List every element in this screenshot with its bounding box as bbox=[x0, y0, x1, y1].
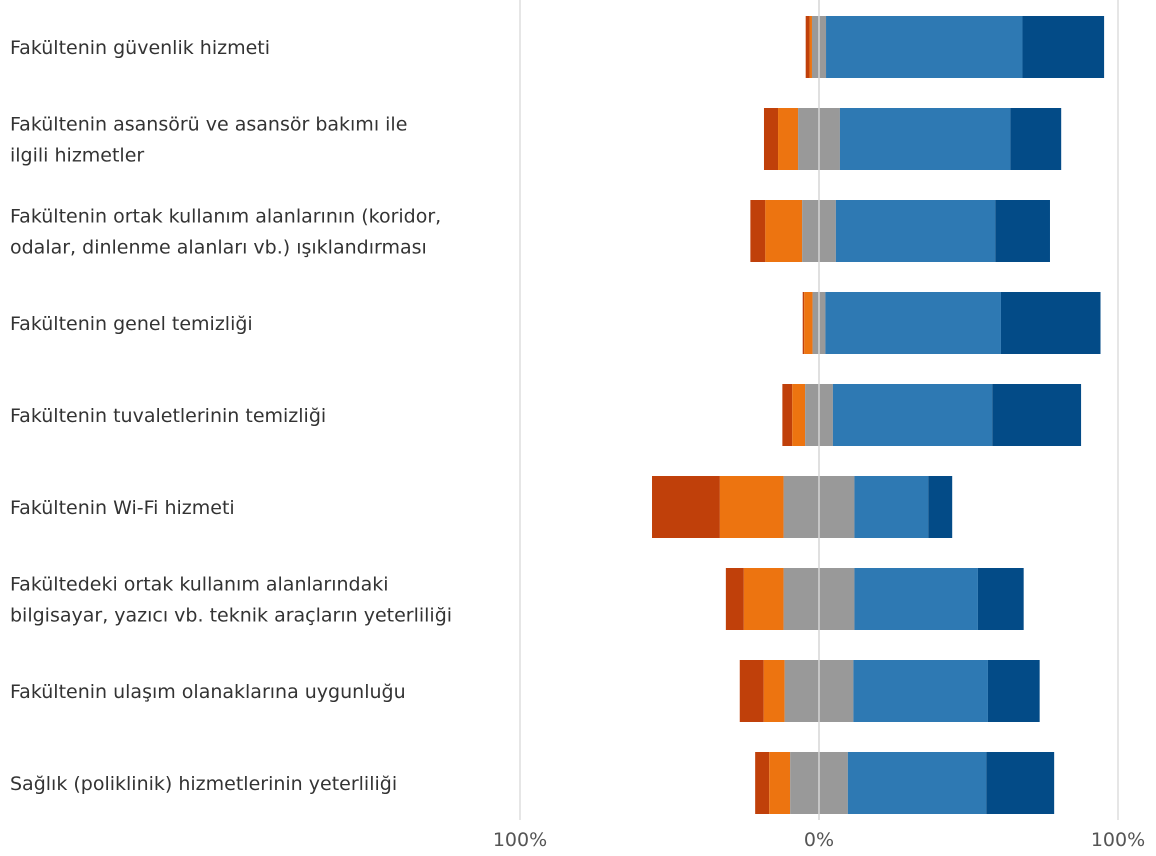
bar-segment bbox=[778, 108, 799, 170]
category-label: Fakültenin ortak kullanım alanlarının (k… bbox=[10, 206, 441, 259]
bar-segment bbox=[928, 476, 953, 538]
bar-segment bbox=[769, 752, 791, 814]
bar-segment bbox=[1010, 108, 1062, 170]
bar-segment bbox=[809, 16, 812, 78]
category-label: Fakültenin tuvaletlerinin temizliği bbox=[10, 405, 326, 427]
bar-segment bbox=[987, 660, 1040, 722]
category-label: Fakültedeki ortak kullanım alanlarındaki… bbox=[10, 574, 452, 627]
bar-segment bbox=[826, 16, 1023, 78]
x-tick-label: 100% bbox=[1091, 829, 1145, 851]
category-label: Sağlık (poliklinik) hizmetlerinin yeterl… bbox=[10, 773, 397, 795]
bar-segment bbox=[825, 292, 1001, 354]
bar-segment bbox=[835, 200, 996, 262]
bar-segment bbox=[986, 752, 1055, 814]
bar-segment bbox=[750, 200, 766, 262]
bar-segment bbox=[652, 476, 720, 538]
bar-segment bbox=[1022, 16, 1105, 78]
bar-segment bbox=[977, 568, 1024, 630]
bar-segment bbox=[719, 476, 784, 538]
bar-segment bbox=[995, 200, 1050, 262]
category-label: Fakültenin Wi-Fi hizmeti bbox=[10, 497, 235, 519]
bar-segment bbox=[805, 16, 810, 78]
bar-segment bbox=[854, 568, 978, 630]
x-tick-labels: 100% 0% 100% bbox=[493, 829, 1145, 851]
bar-segment bbox=[739, 660, 764, 722]
bar-segment bbox=[763, 660, 785, 722]
x-tick-label: 0% bbox=[804, 829, 834, 851]
bar-segment bbox=[847, 752, 987, 814]
bar-segment bbox=[1000, 292, 1101, 354]
bar-segment bbox=[765, 200, 803, 262]
bar-segment bbox=[802, 292, 805, 354]
bar-segments bbox=[652, 16, 1105, 814]
x-tick-label: 100% bbox=[493, 829, 547, 851]
bar-segment bbox=[763, 108, 779, 170]
category-labels: Fakültenin güvenlik hizmeti Fakültenin as… bbox=[10, 37, 452, 795]
bar-segment bbox=[992, 384, 1082, 446]
bar-segment bbox=[839, 108, 1011, 170]
bar-segment bbox=[725, 568, 744, 630]
category-label: Fakültenin güvenlik hizmeti bbox=[10, 37, 270, 59]
bar-segment bbox=[782, 384, 793, 446]
bar-segment bbox=[755, 752, 770, 814]
bar-segment bbox=[854, 476, 929, 538]
bar-segment bbox=[832, 384, 993, 446]
category-label: Fakültenin asansörü ve asansör bakımı il… bbox=[10, 114, 407, 167]
category-label: Fakültenin genel temizliği bbox=[10, 313, 253, 335]
bar-segment bbox=[743, 568, 784, 630]
category-label: Fakültenin ulaşım olanaklarına uygunluğu bbox=[10, 681, 406, 703]
bar-segment bbox=[792, 384, 806, 446]
bar-segment bbox=[853, 660, 988, 722]
bar-segment bbox=[804, 292, 813, 354]
